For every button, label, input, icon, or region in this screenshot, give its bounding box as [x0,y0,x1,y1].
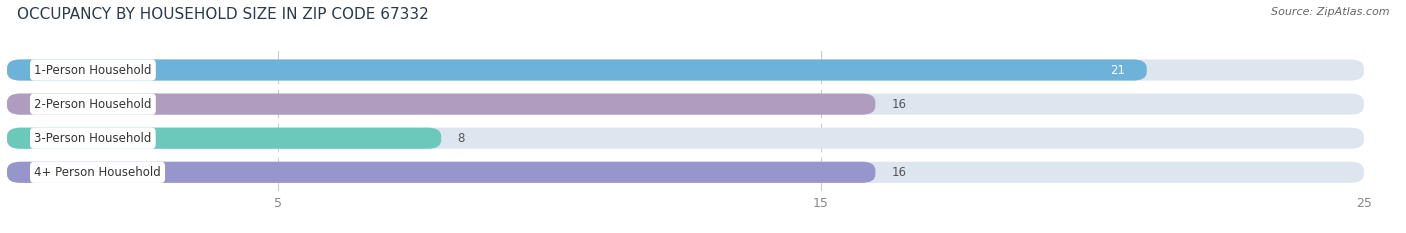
Text: 16: 16 [891,166,907,179]
Text: 8: 8 [457,132,465,145]
FancyBboxPatch shape [7,93,876,115]
Text: 3-Person Household: 3-Person Household [34,132,152,145]
FancyBboxPatch shape [7,59,1147,81]
Text: OCCUPANCY BY HOUSEHOLD SIZE IN ZIP CODE 67332: OCCUPANCY BY HOUSEHOLD SIZE IN ZIP CODE … [17,7,429,22]
Text: 21: 21 [1109,64,1125,76]
FancyBboxPatch shape [7,128,441,149]
FancyBboxPatch shape [7,162,876,183]
FancyBboxPatch shape [7,59,1364,81]
FancyBboxPatch shape [7,128,1364,149]
Text: 16: 16 [891,98,907,111]
FancyBboxPatch shape [7,93,1364,115]
FancyBboxPatch shape [7,162,1364,183]
Text: 4+ Person Household: 4+ Person Household [34,166,160,179]
Text: Source: ZipAtlas.com: Source: ZipAtlas.com [1271,7,1389,17]
Text: 1-Person Household: 1-Person Household [34,64,152,76]
Text: 2-Person Household: 2-Person Household [34,98,152,111]
